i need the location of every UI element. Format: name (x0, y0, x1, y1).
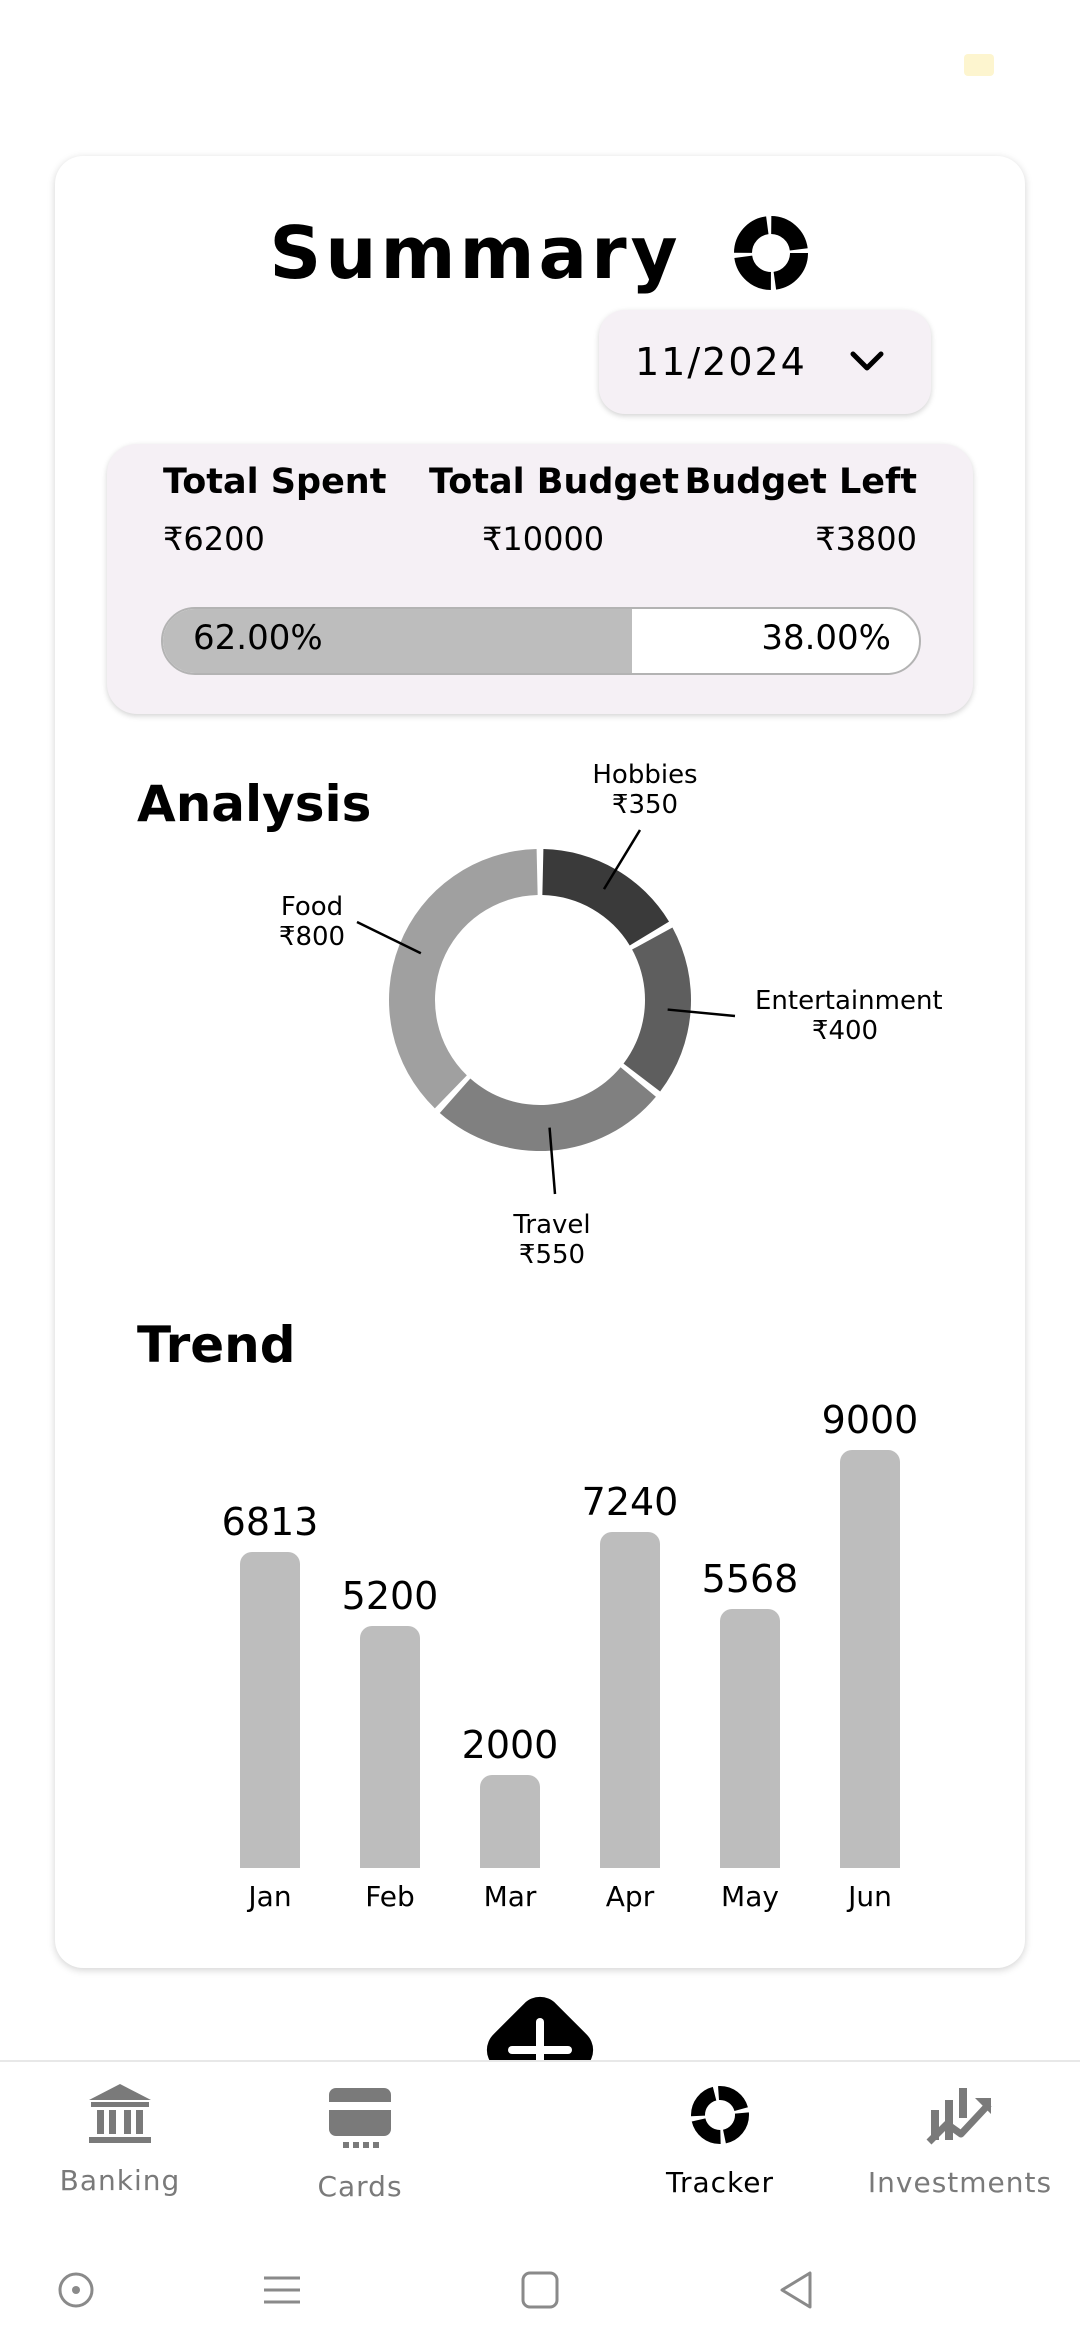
nav-item-cards[interactable]: Cards (260, 2082, 460, 2203)
tracker-icon (691, 2086, 749, 2144)
home-icon[interactable] (520, 2270, 560, 2310)
summary-title-text: Summary (269, 211, 682, 296)
trend-bar-mar (480, 1775, 540, 1868)
trend-bar-value: 6813 (221, 1499, 319, 1544)
nav-label-banking: Banking (59, 2164, 181, 2197)
trend-bar-feb (360, 1626, 420, 1868)
spent-percent: 62.00% (193, 618, 323, 658)
budget-left-value: ₹3800 (815, 520, 917, 558)
status-indicator (964, 54, 994, 76)
trend-title: Trend (137, 1316, 296, 1374)
budget-summary: Total Spent ₹6200 Total Budget ₹10000 Bu… (107, 444, 973, 714)
trend-bar-label: Mar (483, 1880, 537, 1913)
analysis-title: Analysis (137, 775, 372, 833)
investments-icon (926, 2088, 992, 2145)
left-percent: 38.00% (761, 618, 891, 658)
trend-bar-jun (840, 1450, 900, 1868)
donut-leader-line (356, 920, 422, 955)
donut-label-hobbies: Hobbies ₹350 (555, 760, 735, 820)
chevron-down-icon (850, 351, 884, 371)
total-spent-value: ₹6200 (163, 520, 265, 558)
trend-bar-apr (600, 1531, 660, 1868)
nav-label-cards: Cards (317, 2170, 403, 2203)
trend-bar-value: 5568 (701, 1557, 799, 1602)
total-spent-label: Total Spent (163, 462, 387, 502)
trend-bar-value: 5200 (341, 1574, 439, 1619)
nav-item-investments[interactable]: Investments (860, 2082, 1060, 2199)
donut-chart-icon (733, 216, 808, 291)
donut-leader-line (548, 1127, 557, 1195)
back-icon[interactable] (776, 2270, 816, 2310)
trend-bar-label: Feb (365, 1880, 415, 1913)
donut-label-name: Food (280, 892, 344, 922)
trend-bar-value: 7240 (581, 1479, 679, 1524)
donut-slice-food (388, 849, 538, 1109)
trend-bar-value: 2000 (461, 1723, 559, 1768)
trend-bar-label: May (721, 1880, 779, 1913)
total-budget-value: ₹10000 (482, 520, 605, 558)
assistant-icon[interactable] (56, 2270, 96, 2310)
donut-label-amount: ₹350 (611, 790, 679, 820)
trend-chart (0, 0, 1, 1)
page-title: Summary (0, 206, 1080, 295)
donut-label-amount: ₹400 (811, 1016, 879, 1046)
month-select[interactable]: 11/2024 (599, 310, 931, 414)
budget-left-label: Budget Left (684, 462, 917, 502)
month-select-value: 11/2024 (635, 340, 807, 384)
donut-label-amount: ₹800 (278, 922, 346, 952)
donut-label-amount: ₹550 (518, 1240, 586, 1270)
donut-label-name: Travel (513, 1210, 591, 1240)
nav-label-investments: Investments (867, 2166, 1053, 2199)
bank-icon (89, 2084, 151, 2143)
total-budget-label: Total Budget (429, 462, 679, 502)
nav-item-tracker[interactable]: Tracker (620, 2082, 820, 2199)
nav-item-banking[interactable]: Banking (20, 2082, 220, 2197)
budget-progress-bar: 62.00% 38.00% (161, 607, 921, 675)
trend-bar-label: Jan (248, 1880, 292, 1913)
donut-slice-travel (439, 1067, 656, 1151)
donut-slice-hobbies (542, 849, 670, 946)
donut-label-name: Entertainment (755, 986, 943, 1016)
budget-progress-fill (163, 609, 632, 673)
trend-bar-value: 9000 (821, 1398, 919, 1442)
donut-leader-line (602, 829, 642, 890)
trend-bar-label: Apr (605, 1880, 655, 1913)
menu-icon[interactable] (262, 2270, 302, 2310)
bottom-navigation: Banking Cards Tracker Investments (0, 2060, 1080, 2242)
system-navigation-bar (0, 2240, 1080, 2340)
trend-bar-jan (240, 1551, 300, 1868)
nav-label-tracker: Tracker (665, 2166, 774, 2199)
donut-label-food: Food ₹800 (222, 892, 402, 952)
donut-leader-line (667, 1008, 736, 1018)
donut-label-name: Hobbies (592, 760, 698, 790)
trend-bar-label: Jun (848, 1880, 892, 1913)
donut-slice-entertainment (623, 927, 691, 1092)
trend-bar-may (720, 1609, 780, 1868)
card-icon (329, 2088, 391, 2148)
donut-label-travel: Travel ₹550 (462, 1210, 642, 1270)
donut-label-entertainment: Entertainment ₹400 (755, 986, 943, 1046)
